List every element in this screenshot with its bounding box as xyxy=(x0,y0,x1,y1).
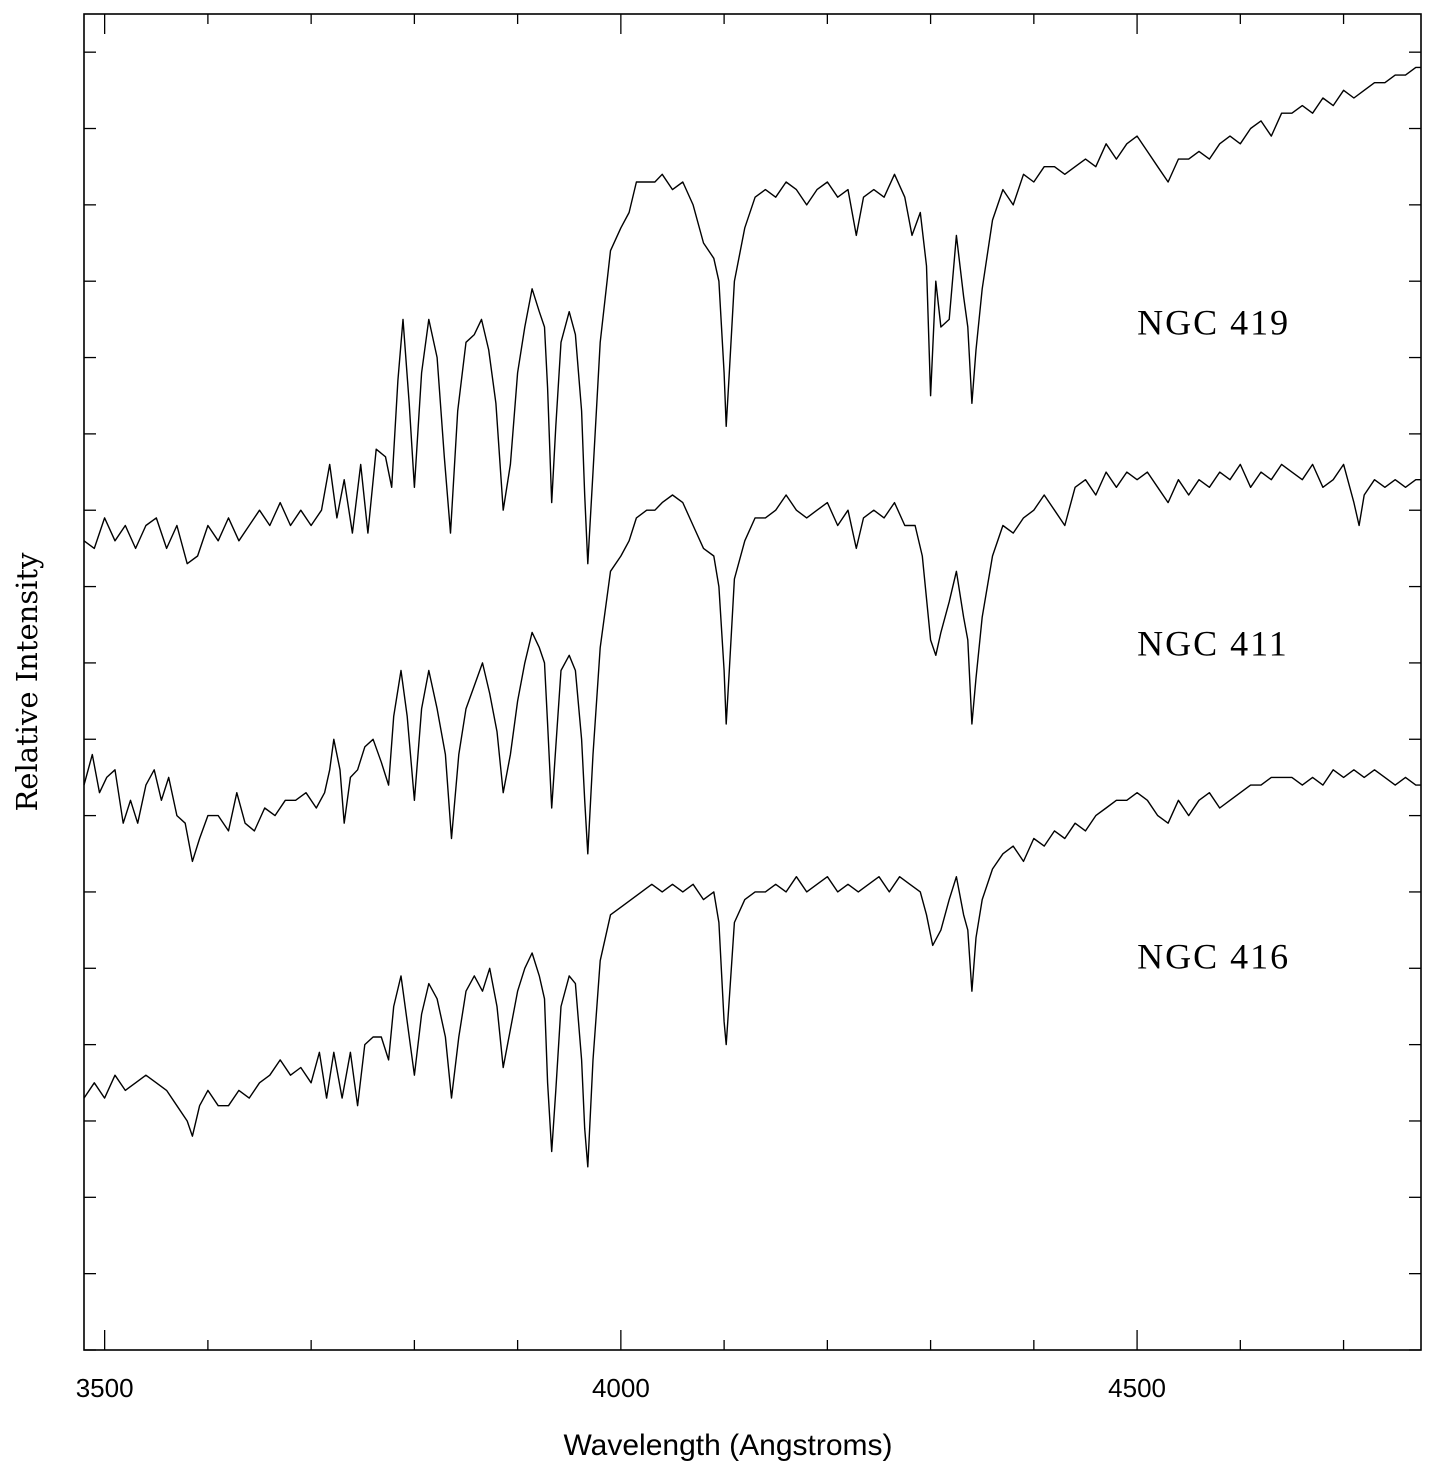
axis-ticks xyxy=(84,14,1421,1351)
x-axis-label: Wavelength (Angstroms) xyxy=(563,1429,892,1462)
x-tick-label: 3500 xyxy=(76,1373,134,1403)
spectrum-label: NGC 411 xyxy=(1137,623,1289,663)
y-axis-label: Relative Intensity xyxy=(10,552,44,812)
x-tick-label: 4000 xyxy=(592,1373,650,1403)
x-tick-label: 4500 xyxy=(1108,1373,1166,1403)
spectrum-line xyxy=(83,463,1421,863)
spectrum-line xyxy=(83,769,1421,1168)
plot-frame xyxy=(83,13,1422,1351)
spectrum-label: NGC 419 xyxy=(1137,303,1290,343)
spectrum-labels: NGC 419 NGC 411 NGC 416 xyxy=(1137,303,1290,977)
spectrum-line xyxy=(83,66,1421,565)
spectrum-label: NGC 416 xyxy=(1137,936,1290,976)
x-tick-labels: 3500 4000 4500 xyxy=(76,1373,1166,1403)
spectra-group xyxy=(83,66,1421,1168)
